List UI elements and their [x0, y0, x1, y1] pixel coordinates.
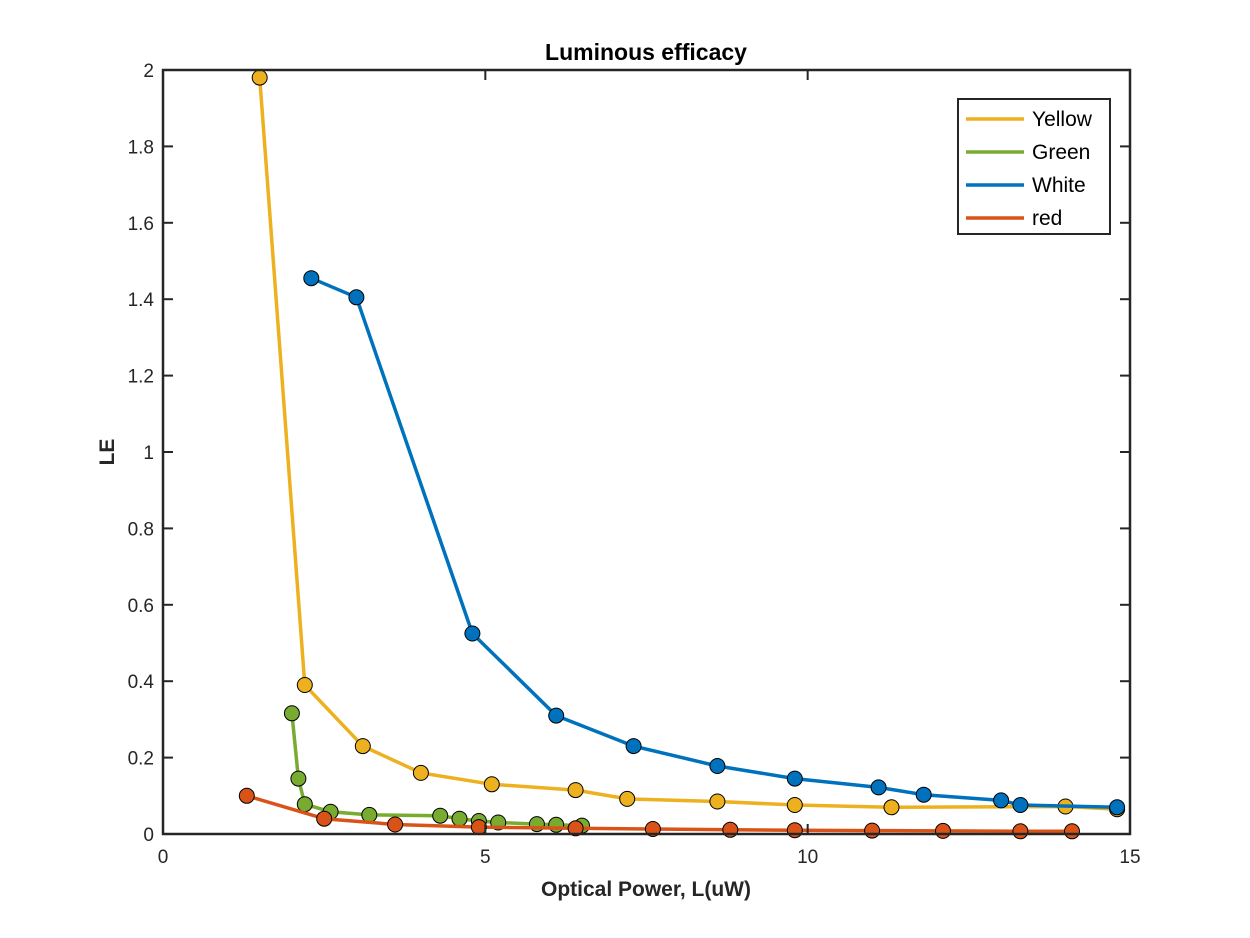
data-point-green — [283, 705, 300, 722]
y-tick-label: 0.2 — [128, 749, 154, 770]
data-point-red — [1012, 823, 1029, 840]
data-point-red — [1064, 823, 1080, 840]
y-tick-label: 1.8 — [128, 137, 154, 158]
data-point-red — [567, 820, 584, 837]
data-point-red — [316, 810, 333, 827]
data-point-yellow — [619, 790, 636, 807]
data-point-white — [303, 270, 320, 287]
data-point-green — [290, 770, 307, 787]
axes-box — [161, 68, 1132, 836]
x-tick-label: 0 — [158, 847, 169, 868]
data-point-white — [625, 738, 642, 755]
y-tick-label: 0.4 — [128, 672, 155, 693]
x-tick-label: 5 — [480, 847, 491, 868]
legend-label-yellow: Yellow — [1032, 108, 1093, 131]
y-tick-label: 0 — [143, 825, 154, 846]
series-line-red — [246, 794, 1072, 834]
data-point-red — [935, 822, 951, 839]
legend-box — [957, 98, 1111, 235]
data-point-white — [993, 792, 1010, 809]
data-point-yellow — [567, 782, 584, 799]
x-tick-label: 15 — [1119, 847, 1140, 868]
y-tick-label: 2 — [143, 61, 154, 82]
x-axis-label: Optical Power, L(uW) — [541, 878, 751, 901]
data-point-yellow — [354, 738, 371, 755]
legend-label-red: red — [1032, 207, 1062, 230]
data-point-red — [238, 787, 255, 804]
legend-label-white: White — [1032, 174, 1086, 197]
data-point-red — [864, 822, 881, 839]
data-point-white — [870, 779, 887, 796]
legend-label-green: Green — [1032, 141, 1090, 164]
y-axis-label: LE — [96, 439, 119, 466]
series-yellow — [251, 69, 1126, 818]
legend: Yellow Green White red — [957, 98, 1111, 235]
y-tick-label: 1.6 — [128, 214, 154, 235]
data-point-yellow — [709, 793, 726, 810]
data-point-white — [464, 625, 481, 642]
data-point-green — [451, 810, 468, 827]
data-point-white — [548, 707, 565, 724]
data-point-red — [786, 822, 803, 839]
data-point-yellow — [296, 677, 313, 693]
data-point-white — [1012, 797, 1029, 813]
y-tick-label: 1.2 — [128, 367, 154, 388]
ticks-layer: 0 5 10 15 0 0.2 0.4 0.6 0.8 1 1.2 1.4 1.6 1.8 2 — [128, 61, 1141, 868]
data-point-yellow — [786, 797, 803, 813]
data-point-white — [1109, 799, 1126, 816]
data-point-yellow — [883, 799, 900, 816]
y-tick-label: 1.4 — [128, 290, 155, 311]
data-point-red — [387, 816, 404, 833]
data-point-yellow — [251, 69, 268, 86]
x-tick-label: 10 — [797, 847, 818, 868]
data-point-yellow — [412, 764, 429, 781]
data-point-green — [296, 796, 313, 813]
data-point-white — [348, 289, 365, 306]
y-tick-label: 0.8 — [128, 519, 154, 540]
y-tick-label: 0.6 — [128, 596, 154, 617]
data-point-white — [786, 770, 803, 787]
y-tick-label: 1 — [143, 443, 154, 464]
data-point-white — [709, 758, 726, 774]
series-white — [303, 270, 1126, 816]
data-point-green — [548, 816, 565, 833]
data-point-green — [361, 806, 378, 823]
data-point-green — [432, 807, 449, 824]
chart-title: Luminous efficacy — [545, 39, 747, 65]
data-point-yellow — [483, 776, 500, 793]
data-point-white — [915, 786, 932, 803]
data-point-red — [470, 819, 487, 836]
series-line-yellow — [257, 77, 1118, 811]
